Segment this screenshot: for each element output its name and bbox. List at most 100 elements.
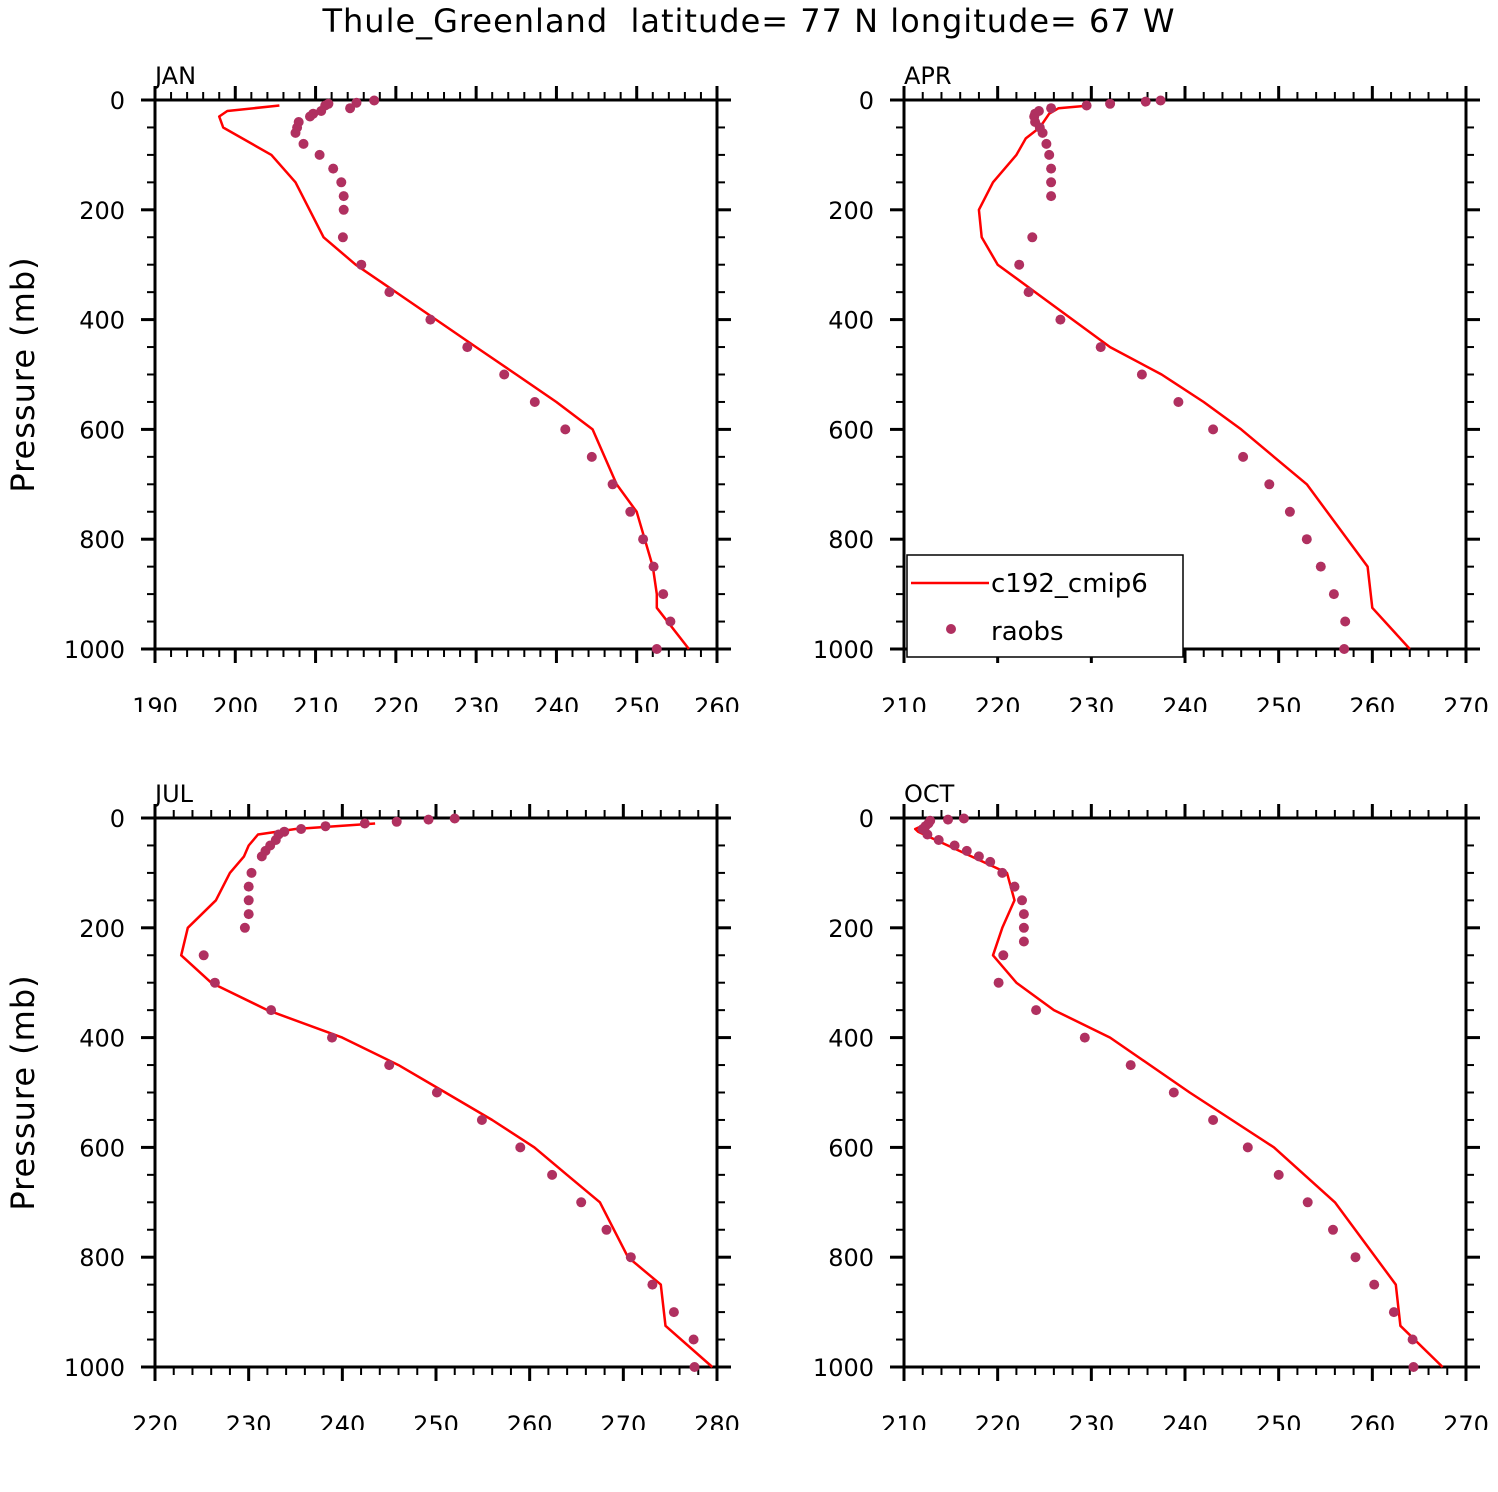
y-tick-label: 1000 [64, 1354, 125, 1382]
obs-point [1242, 1142, 1253, 1153]
x-tick-label: 280 [694, 1411, 740, 1430]
obs-point [668, 1307, 679, 1318]
obs-point [425, 314, 436, 325]
obs-point [298, 138, 309, 149]
obs-point [1125, 1060, 1136, 1071]
obs-point [1388, 1307, 1399, 1318]
obs-point [336, 177, 347, 188]
obs-point [1046, 163, 1057, 174]
obs-point [1009, 881, 1020, 892]
x-tick-label: 220 [132, 1411, 178, 1430]
obs-point [515, 1142, 526, 1153]
legend-obs-label: raobs [991, 617, 1064, 647]
obs-point [1168, 1087, 1179, 1098]
obs-point [462, 342, 473, 353]
x-tick-label: 240 [319, 1411, 365, 1430]
obs-point [665, 616, 676, 627]
x-tick-label: 230 [1068, 693, 1114, 712]
obs-point [625, 1252, 636, 1263]
legend-box [906, 554, 1184, 658]
obs-point [476, 1115, 487, 1125]
panel-jul: JUL 220 230 240 250 260 270 280 0 200 400 600 800 100… [0, 718, 749, 1430]
obs-point [1273, 1169, 1284, 1180]
x-tick-label: 220 [975, 1411, 1021, 1430]
obs-point [243, 909, 254, 920]
obs-point [356, 259, 367, 270]
plot-frame [153, 98, 719, 651]
y-tick-label: 1000 [813, 636, 874, 664]
plot-frame [902, 816, 1468, 1369]
x-tick-label: 200 [212, 693, 258, 712]
obs-point [1018, 909, 1029, 920]
obs-point [345, 103, 356, 114]
obs-point [499, 369, 510, 380]
y-tick-label: 600 [79, 416, 125, 444]
obs-point [985, 856, 996, 867]
obs-point [1284, 506, 1295, 517]
y-tick-label: 1000 [64, 636, 125, 664]
chart-jan: JAN 190 200 210 220 230 240 250 260 0 200 400 600 800… [4, 62, 740, 712]
y-tick-label: 200 [828, 197, 874, 225]
x-tick-label: 250 [614, 693, 660, 712]
x-tick-label: 270 [600, 1411, 646, 1430]
obs-point [327, 1032, 337, 1043]
x-tick-label: 240 [1162, 1411, 1208, 1430]
obs-point [1081, 100, 1092, 111]
x-tick-label: 260 [1349, 1411, 1395, 1430]
model-series-line [179, 822, 714, 1368]
obs-point [625, 506, 636, 517]
y-tick-label: 800 [828, 1244, 874, 1272]
obs-point [1408, 1362, 1419, 1372]
y-tick-label: 400 [79, 1025, 125, 1053]
obs-point [651, 644, 662, 654]
x-tick-label: 210 [881, 1411, 927, 1430]
model-series-line [913, 822, 1444, 1368]
x-tick-label: 250 [413, 1411, 459, 1430]
y-tick-label: 400 [79, 307, 125, 335]
x-tick-label: 260 [1349, 693, 1395, 712]
obs-point [1315, 561, 1326, 572]
obs-point [1173, 397, 1184, 407]
x-tick-label: 260 [507, 1411, 553, 1430]
x-tick-label: 210 [293, 693, 339, 712]
obs-point [1264, 479, 1275, 490]
obs-point [1023, 287, 1034, 298]
obs-point [689, 1362, 700, 1372]
y-tick-label: 400 [828, 307, 874, 335]
x-tick-label: 270 [1443, 693, 1489, 712]
x-tick-label: 240 [1162, 693, 1208, 712]
obs-point [943, 814, 953, 825]
obs-point [305, 111, 315, 122]
obs-point [1027, 232, 1038, 243]
obs-point [1105, 98, 1116, 109]
obs-point [316, 106, 327, 116]
y-tick-label: 800 [79, 1244, 125, 1272]
obs-point [1155, 95, 1166, 106]
panel-label: JUL [153, 780, 194, 808]
obs-point [560, 424, 571, 435]
panel-label: JAN [153, 62, 196, 90]
y-tick-label: 0 [859, 805, 874, 833]
obs-point [314, 149, 325, 160]
panel-apr: APR 210 220 230 240 250 260 270 0 200 400 600 800 100… [749, 0, 1498, 712]
obs-point [1046, 103, 1057, 114]
obs-point [391, 816, 402, 827]
chart-jul: JUL 220 230 240 250 260 270 280 0 200 400 600 800 100… [4, 780, 740, 1430]
y-tick-label: 200 [828, 915, 874, 943]
obs-point [1014, 259, 1025, 270]
x-tick-label: 190 [132, 693, 178, 712]
obs-point [384, 1060, 395, 1071]
obs-point [431, 1087, 442, 1098]
obs-point [973, 851, 984, 862]
x-tick-label: 250 [1256, 693, 1302, 712]
y-tick-label: 600 [79, 1134, 125, 1162]
obs-point [239, 922, 250, 933]
y-tick-label: 600 [828, 416, 874, 444]
obs-point [256, 851, 267, 862]
obs-point [1037, 127, 1048, 138]
chart-oct: OCT 210 220 230 240 250 260 270 0 200 400 600 800 100… [813, 780, 1489, 1430]
obs-point [601, 1224, 612, 1235]
obs-point [547, 1169, 558, 1180]
x-tick-label: 270 [1443, 1411, 1489, 1430]
